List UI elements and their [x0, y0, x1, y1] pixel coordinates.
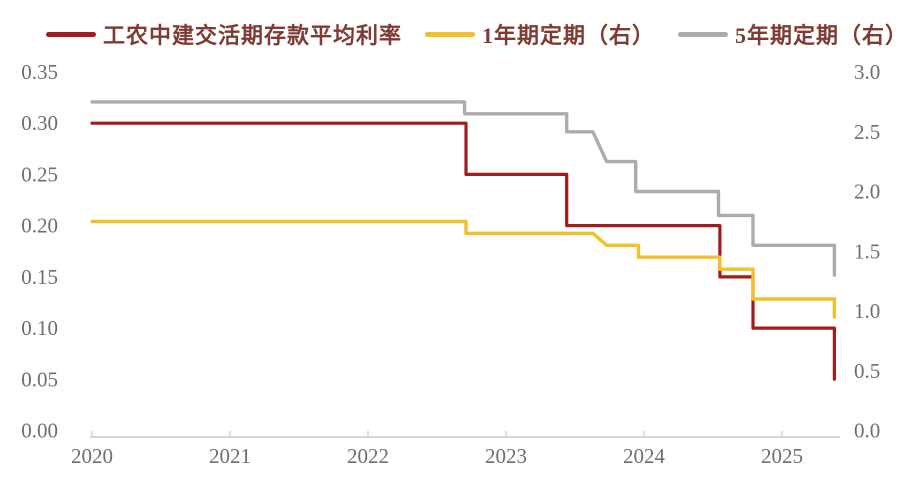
series-line-fixed-5y[interactable]: [90, 100, 837, 277]
y-axis-right-tick-label: 0.5: [854, 359, 880, 383]
y-axis-right-tick-label: 2.0: [854, 180, 880, 204]
x-axis-tick-label: 2022: [347, 444, 389, 468]
y-axis-right-tick-label: 1.0: [854, 299, 880, 323]
legend-item-demand-avg[interactable]: 工农中建交活期存款平均利率: [46, 18, 402, 50]
y-axis-right-tick-label: 1.5: [854, 239, 880, 263]
legend-item-fixed-1y[interactable]: 1年期定期（右）: [425, 18, 655, 50]
y-axis-left-tick-label: 0.15: [21, 265, 58, 289]
y-axis-left-tick-label: 0.00: [21, 419, 58, 443]
y-axis-left-tick-label: 0.25: [21, 162, 58, 186]
x-axis-tick-label: 2020: [71, 444, 113, 468]
y-axis-left-tick-label: 0.10: [21, 316, 58, 340]
y-axis-right-tick-label: 2.5: [854, 120, 880, 144]
y-axis-left-tick-label: 0.20: [21, 214, 58, 238]
legend-item-fixed-5y[interactable]: 5年期定期（右）: [678, 18, 908, 50]
y-axis-right-tick-label: 0.0: [854, 419, 880, 443]
series-line-fixed-1y[interactable]: [90, 219, 837, 319]
y-axis-left-tick-label: 0.35: [21, 60, 58, 84]
y-axis-right-tick-label: 3.0: [854, 60, 880, 84]
x-axis-tick-label: 2023: [485, 444, 527, 468]
legend-line-swatch-yellow: [425, 31, 476, 37]
legend-label-demand-avg: 工农中建交活期存款平均利率: [103, 23, 403, 48]
y-axis-left-tick-label: 0.05: [21, 367, 58, 391]
x-axis-tick-label: 2024: [623, 444, 666, 468]
legend-label-fixed-1y: 1年期定期（右）: [482, 23, 656, 48]
x-axis-tick-label: 2021: [209, 444, 251, 468]
legend-line-swatch-red: [46, 31, 96, 37]
series-line-demand-avg[interactable]: [90, 121, 837, 381]
legend-label-fixed-5y: 5年期定期（右）: [735, 23, 909, 48]
x-axis-tick-label: 2025: [761, 444, 803, 468]
legend-line-swatch-gray: [678, 31, 729, 37]
y-axis-left-tick-label: 0.30: [21, 111, 58, 135]
legend: 工农中建交活期存款平均利率 1年期定期（右） 5年期定期（右）: [46, 18, 908, 50]
